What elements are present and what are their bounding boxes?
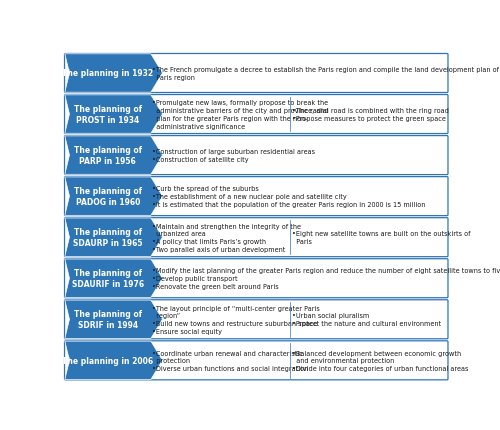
Polygon shape	[65, 178, 162, 216]
Text: •The radial road is combined with the ring road
•Propose measures to protect the: •The radial road is combined with the ri…	[292, 108, 449, 122]
FancyBboxPatch shape	[64, 259, 448, 298]
Polygon shape	[65, 301, 162, 339]
Text: •Promulgate new laws, formally propose to break the
  administrative barriers of: •Promulgate new laws, formally propose t…	[152, 100, 329, 129]
Polygon shape	[65, 55, 162, 93]
Text: The planning of
PROST in 1934: The planning of PROST in 1934	[74, 105, 142, 125]
Text: The planning of
SDRIF in 1994: The planning of SDRIF in 1994	[74, 310, 142, 329]
Text: •Urban social pluralism
•Protect the nature and cultural environment: •Urban social pluralism •Protect the nat…	[292, 313, 441, 326]
Text: The planning of
PADOG in 1960: The planning of PADOG in 1960	[74, 187, 142, 207]
FancyBboxPatch shape	[64, 218, 448, 257]
Polygon shape	[65, 218, 162, 257]
Text: •Construction of large suburban residential areas
•Construction of satellite cit: •Construction of large suburban resident…	[152, 149, 316, 163]
Text: •Curb the spread of the suburbs
•The establishment of a new nuclear pole and sat: •Curb the spread of the suburbs •The est…	[152, 186, 426, 207]
Text: The planning of
SDAURP in 1965: The planning of SDAURP in 1965	[73, 227, 142, 248]
Polygon shape	[65, 95, 162, 134]
Text: •Coordinate urban renewal and characteristic
  protection
•Diverse urban functio: •Coordinate urban renewal and characteri…	[152, 350, 308, 371]
Polygon shape	[65, 259, 162, 298]
FancyBboxPatch shape	[64, 95, 448, 134]
Text: The planning in 2006: The planning in 2006	[62, 356, 154, 365]
FancyBboxPatch shape	[64, 136, 448, 175]
Text: •Modify the last planning of the greater Paris region and reduce the number of e: •Modify the last planning of the greater…	[152, 268, 500, 289]
Text: •Maintain and strengthen the integrity of the
  urbanized area
•A policy that li: •Maintain and strengthen the integrity o…	[152, 223, 302, 252]
Text: The planning in 1932: The planning in 1932	[62, 69, 154, 78]
Text: •Eight new satellite towns are built on the outskirts of
  Paris: •Eight new satellite towns are built on …	[292, 231, 470, 245]
Polygon shape	[65, 137, 162, 175]
FancyBboxPatch shape	[64, 177, 448, 216]
FancyBboxPatch shape	[64, 54, 448, 93]
Text: •The French promulgate a decree to establish the Paris region and compile the la: •The French promulgate a decree to estab…	[152, 67, 500, 81]
FancyBboxPatch shape	[64, 341, 448, 380]
FancyBboxPatch shape	[64, 300, 448, 339]
Text: The planning of
PARP in 1956: The planning of PARP in 1956	[74, 146, 142, 166]
Polygon shape	[65, 341, 162, 380]
Text: •The layout principle of “multi-center greater Paris
  region”
•Build new towns : •The layout principle of “multi-center g…	[152, 305, 320, 334]
Text: The planning of
SDAURIF in 1976: The planning of SDAURIF in 1976	[72, 269, 144, 289]
Text: •Balanced development between economic growth
  and environmental protection
•Di: •Balanced development between economic g…	[292, 350, 469, 371]
